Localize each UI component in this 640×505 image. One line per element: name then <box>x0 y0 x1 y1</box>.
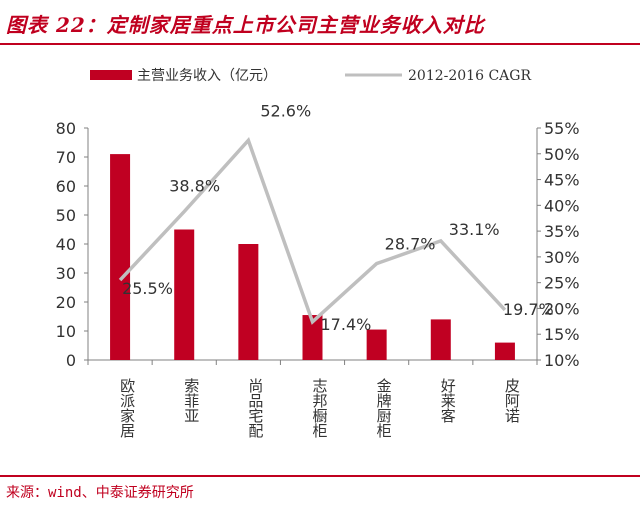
footer-divider <box>0 475 640 477</box>
y-right-tick-label: 25% <box>544 274 580 293</box>
cagr-data-label: 25.5% <box>122 279 173 298</box>
cagr-data-label: 19.7% <box>503 300 554 319</box>
bar-revenue <box>430 319 451 360</box>
y-right-tick-label: 55% <box>544 119 580 138</box>
y-right-tick-label: 20% <box>544 299 580 318</box>
x-category-label: 志邦橱柜 <box>311 378 329 438</box>
cagr-data-label: 38.8% <box>169 177 220 196</box>
y-left-tick-label: 50 <box>56 206 76 225</box>
y-left-tick-label: 10 <box>56 322 76 341</box>
y-right-tick-label: 10% <box>544 351 580 370</box>
y-right-tick-label: 15% <box>544 325 580 344</box>
x-category-label: 索菲亚 <box>182 378 200 423</box>
y-left-tick-label: 0 <box>66 351 76 370</box>
legend-bar-label: 主营业务收入（亿元） <box>137 68 277 84</box>
y-right-tick-label: 45% <box>544 171 580 190</box>
y-right-tick-label: 50% <box>544 145 580 164</box>
title-divider <box>0 43 640 45</box>
bar-revenue <box>238 244 259 360</box>
legend-bar-swatch <box>90 70 132 80</box>
cagr-data-label: 28.7% <box>385 235 436 254</box>
y-right-tick-label: 30% <box>544 248 580 267</box>
x-category-label: 尚品宅配 <box>246 378 264 438</box>
x-category-label: 皮阿诺 <box>503 378 521 423</box>
bar-revenue <box>174 229 195 360</box>
y-left-tick-label: 60 <box>56 177 76 196</box>
cagr-data-label: 52.6% <box>260 101 311 120</box>
y-left-tick-label: 70 <box>56 148 76 167</box>
cagr-data-label: 33.1% <box>449 220 500 239</box>
source-note: 来源：wind、中泰证券研究所 <box>6 485 194 501</box>
y-left-tick-label: 40 <box>56 235 76 254</box>
bar-revenue <box>494 342 515 360</box>
y-left-tick-label: 80 <box>56 119 76 138</box>
bar-revenue <box>366 329 387 360</box>
x-category-label: 金牌厨柜 <box>375 378 393 438</box>
y-right-tick-label: 40% <box>544 196 580 215</box>
chart-area: 主营业务收入（亿元） 2012-2016 CAGR 0 10 20 30 40 50 60 70 8… <box>56 68 580 438</box>
y-right-tick-label: 35% <box>544 222 580 241</box>
line-cagr <box>118 137 507 325</box>
figure-title: 图表 22：定制家居重点上市公司主营业务收入对比 <box>6 13 485 37</box>
legend-line-label: 2012-2016 CAGR <box>408 68 531 84</box>
y-left-tick-label: 20 <box>56 293 76 312</box>
cagr-data-label: 17.4% <box>321 315 372 334</box>
y-left-tick-label: 30 <box>56 264 76 283</box>
figure-header: 图表 22：定制家居重点上市公司主营业务收入对比 <box>0 0 640 45</box>
x-category-label: 欧派家居 <box>118 378 136 438</box>
bar-revenue <box>110 154 131 360</box>
bar-revenue <box>302 315 323 360</box>
x-category-label: 好莱客 <box>439 378 457 423</box>
